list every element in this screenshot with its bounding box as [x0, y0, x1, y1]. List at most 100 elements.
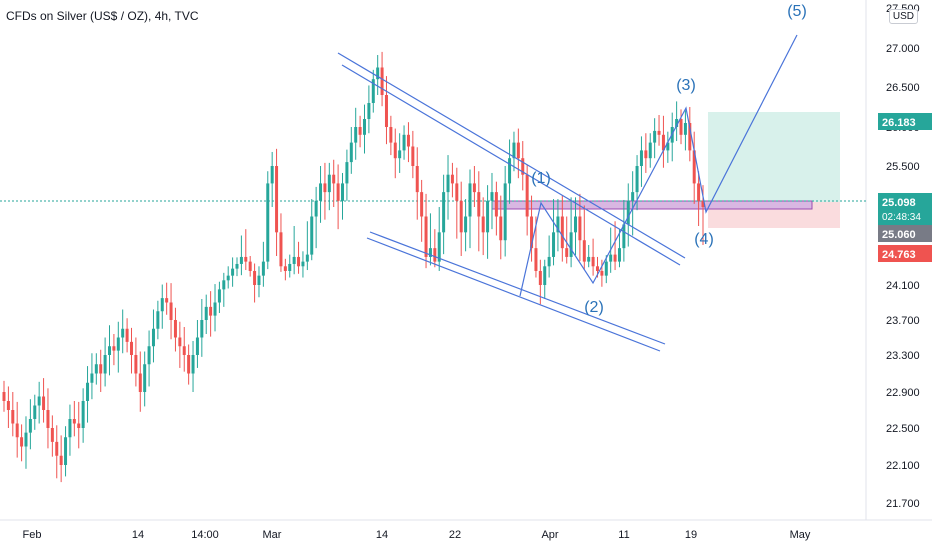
price-badge-countdown: 02:48:34 [882, 212, 921, 223]
candle-body [516, 142, 520, 159]
time-tick-label: 14 [376, 529, 388, 541]
trend-drawings[interactable] [337, 34, 798, 352]
candle-body [28, 419, 32, 433]
candle-body [367, 103, 371, 119]
candle-body [178, 337, 182, 347]
candle-body [33, 405, 37, 419]
candle-body [11, 410, 15, 424]
candle-body [358, 127, 362, 135]
candle-body [609, 254, 613, 262]
elliott-wave-path [519, 34, 798, 297]
price-badge-value: 25.060 [882, 229, 916, 241]
candle-body [459, 200, 463, 233]
candle-body [257, 275, 261, 285]
time-tick-label: 11 [618, 529, 629, 541]
candle-body [424, 216, 428, 257]
candle-body [204, 306, 208, 320]
candle-body [468, 183, 472, 217]
time-tick-label: 14:00 [191, 529, 219, 541]
candle-body [99, 364, 103, 374]
candle-body [420, 192, 424, 217]
candle-body [600, 270, 604, 276]
candle-body [125, 328, 129, 342]
candle-body [187, 355, 191, 374]
channel-line [369, 231, 666, 345]
symbol-title[interactable]: CFDs on Silver (US$ / OZ), 4h, TVC [6, 9, 199, 23]
candle-body [679, 119, 683, 135]
candle-body [481, 216, 485, 233]
candle-body [217, 289, 221, 303]
time-axis[interactable]: Feb 14 14:00 Mar 14 22 Apr 11 19 May [23, 529, 811, 541]
time-tick-label: Feb [23, 529, 42, 541]
candle-body [253, 270, 257, 285]
candle-body [319, 183, 323, 201]
candle-body [499, 216, 503, 241]
candle-body [450, 174, 454, 184]
price-tick-label: 21.700 [886, 498, 920, 510]
candle-body [310, 216, 314, 255]
candle-body [55, 441, 59, 456]
candle-body [239, 256, 243, 264]
price-badge [878, 113, 932, 130]
candle-body [653, 130, 657, 143]
candle-body [415, 166, 419, 193]
candle-body [661, 134, 665, 151]
candle-body [701, 200, 705, 208]
candle-body [433, 248, 437, 262]
candle-body [666, 142, 670, 151]
candle-body [543, 266, 547, 285]
candle-body [639, 150, 643, 166]
candle-body [675, 119, 679, 127]
candle-body [494, 192, 498, 217]
candle-body [569, 232, 573, 257]
candle-body [143, 364, 147, 392]
candle-body [398, 150, 402, 159]
candle-body [81, 401, 85, 428]
candle-body [503, 183, 507, 241]
candle-body [248, 261, 252, 271]
candle-body [384, 95, 388, 127]
candle-body [116, 337, 120, 351]
candle-body [631, 192, 635, 201]
price-badge [878, 245, 932, 262]
candle-body [477, 192, 481, 217]
time-tick-label: Apr [541, 529, 558, 541]
candle-body [327, 174, 331, 193]
candle-body [182, 346, 186, 355]
price-tick-label: 22.100 [886, 460, 920, 472]
candle-body [345, 162, 349, 184]
channel-line [337, 52, 686, 259]
candle-body [521, 158, 525, 175]
candle-body [156, 311, 160, 329]
price-axis[interactable]: 27.50027.00026.50026.00025.50024.10023.7… [878, 3, 932, 510]
candle-body [617, 248, 621, 262]
wave-label: (2) [584, 299, 604, 316]
candle-body [648, 142, 652, 159]
candle-body [626, 200, 630, 225]
candle-body [72, 419, 76, 424]
candle-body [90, 373, 94, 383]
candle-body [635, 166, 639, 193]
candle-body [697, 183, 701, 201]
candle-body [283, 266, 287, 271]
price-tick-label: 22.500 [886, 423, 920, 435]
price-tick-label: 23.700 [886, 315, 920, 327]
candle-body [151, 328, 155, 347]
price-badge [878, 193, 932, 225]
candle-body [644, 150, 648, 159]
candle-body [341, 183, 345, 201]
wave-label: (5) [787, 3, 807, 20]
candle-body [292, 256, 296, 264]
currency-badge[interactable]: USD [888, 9, 918, 24]
candle-body [508, 158, 512, 184]
candle-body [112, 346, 116, 351]
wave-label: (4) [694, 231, 714, 248]
price-badge-value: 24.763 [882, 249, 916, 261]
candle-body [578, 216, 582, 241]
candle-body [595, 266, 599, 271]
candle-body [191, 355, 195, 374]
candle-body [547, 256, 551, 267]
candle-body [200, 320, 204, 338]
